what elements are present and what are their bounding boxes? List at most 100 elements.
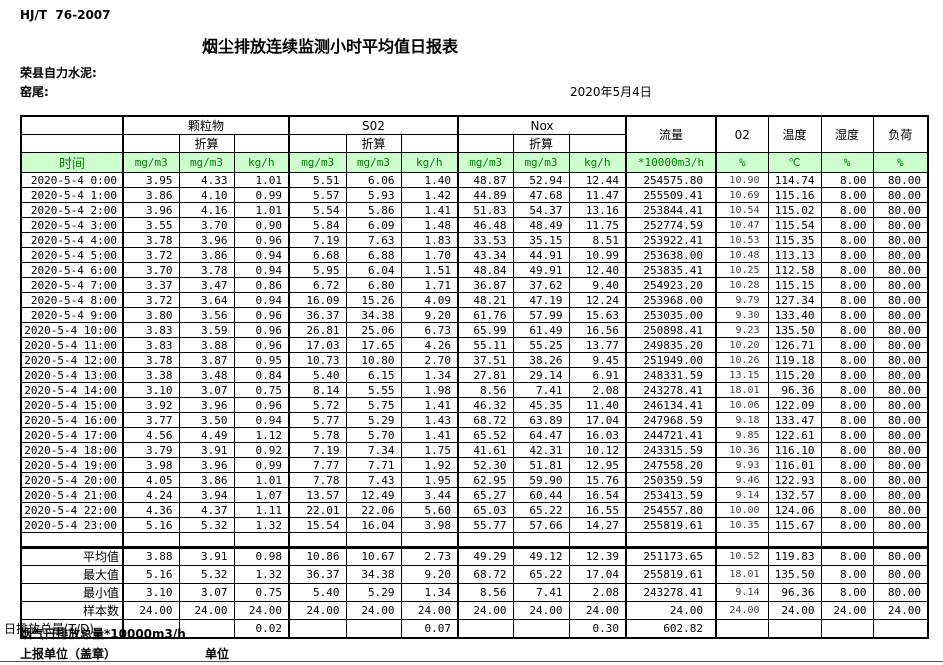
value-cell bbox=[512, 619, 570, 639]
converted-label: 折算 bbox=[512, 134, 570, 153]
value-cell: 15.26 bbox=[345, 292, 402, 308]
value-cell: 24.00 bbox=[122, 601, 180, 620]
table-row: 2020-5-4 13:00 3.38 3.48 0.84 5.40 6.15 1.34 27… bbox=[20, 367, 929, 383]
value-cell: 248331.59 bbox=[625, 367, 718, 383]
value-cell: 16.09 bbox=[288, 292, 347, 308]
value-cell: 12.95 bbox=[568, 457, 628, 473]
value-cell: 12.44 bbox=[568, 172, 628, 188]
value-cell: 8.00 bbox=[820, 172, 874, 188]
value-cell: 5.16 bbox=[122, 517, 180, 533]
value-cell: 48.21 bbox=[457, 292, 514, 308]
value-cell: 3.77 bbox=[122, 412, 180, 428]
group-so2: S02 bbox=[288, 115, 459, 135]
value-cell: 17.03 bbox=[288, 337, 347, 353]
value-cell: 8.00 bbox=[820, 472, 874, 488]
value-cell: 47.68 bbox=[512, 187, 570, 203]
value-cell: 1.01 bbox=[233, 172, 290, 188]
value-cell: 15.54 bbox=[288, 517, 347, 533]
table-row: 2020-5-4 23:00 5.16 5.32 1.32 15.54 16.04 3.98… bbox=[20, 517, 929, 533]
table-row: 2020-5-4 3:00 3.55 3.70 0.90 5.84 6.09 1.48 46.… bbox=[20, 217, 929, 233]
value-cell: 9.40 bbox=[568, 277, 628, 293]
value-cell: 24.00 bbox=[288, 601, 347, 620]
table-row: 2020-5-4 5:00 3.72 3.86 0.94 6.68 6.88 1.70 43.… bbox=[20, 247, 929, 263]
value-cell: 46.48 bbox=[457, 217, 514, 233]
value-cell: 52.30 bbox=[457, 457, 514, 473]
value-cell: 17.04 bbox=[568, 412, 628, 428]
value-cell: 7.78 bbox=[288, 472, 347, 488]
value-cell: 5.70 bbox=[345, 427, 402, 443]
value-cell bbox=[820, 619, 874, 639]
column-temperature: 温度 bbox=[767, 115, 822, 153]
value-cell: 10.00 bbox=[715, 502, 769, 518]
value-cell: 80.00 bbox=[872, 472, 929, 488]
value-cell: 80.00 bbox=[872, 202, 929, 218]
value-cell: 2.08 bbox=[568, 382, 628, 398]
value-cell: 9.93 bbox=[715, 457, 769, 473]
value-cell: 80.00 bbox=[872, 232, 929, 248]
time-cell: 2020-5-4 16:00 bbox=[20, 412, 124, 428]
value-cell: 17.04 bbox=[568, 565, 627, 584]
value-cell: 49.29 bbox=[457, 546, 514, 566]
value-cell: 0.90 bbox=[233, 217, 290, 233]
blank-cell bbox=[288, 134, 347, 153]
value-cell: 8.00 bbox=[820, 517, 874, 533]
value-cell: 68.72 bbox=[457, 565, 514, 584]
report-date: 2020年5月4日 bbox=[570, 85, 652, 99]
value-cell: 5.32 bbox=[178, 565, 235, 584]
time-cell: 2020-5-4 10:00 bbox=[20, 322, 124, 338]
value-cell: 1.11 bbox=[233, 502, 290, 518]
value-cell: 80.00 bbox=[872, 397, 929, 413]
value-cell: 80.00 bbox=[872, 565, 929, 584]
value-cell: 1.32 bbox=[233, 517, 290, 533]
value-cell: 5.55 bbox=[345, 382, 402, 398]
value-cell: 3.72 bbox=[122, 292, 180, 308]
value-cell: 3.91 bbox=[178, 442, 235, 458]
value-cell: 115.20 bbox=[767, 367, 822, 383]
value-cell: 38.26 bbox=[512, 352, 570, 368]
value-cell: 16.04 bbox=[345, 517, 402, 533]
value-cell: 113.13 bbox=[767, 247, 822, 263]
blank-cell bbox=[20, 134, 124, 153]
value-cell: 0.75 bbox=[233, 382, 290, 398]
units-row: 时间 mg/m3 mg/m3 kg/h mg/m3 mg/m3 kg/h mg/m3 mg/m… bbox=[20, 152, 929, 173]
table-row: 2020-5-4 21:00 4.24 3.94 1.07 13.57 12.49 3.44… bbox=[20, 487, 929, 503]
value-cell: 13.15 bbox=[715, 367, 769, 383]
value-cell: 133.47 bbox=[767, 412, 822, 428]
main-data-table: 颗粒物 S02 Nox 流量 02 温度 湿度 负荷 折算 折算 折算 bbox=[20, 115, 930, 549]
table-row: 2020-5-4 12:00 3.78 3.87 0.95 10.73 10.80 2.70… bbox=[20, 352, 929, 368]
table-row: 2020-5-4 19:00 3.98 3.96 0.99 7.77 7.71 1.92 52… bbox=[20, 457, 929, 473]
unit-header: mg/m3 bbox=[288, 152, 347, 173]
column-flow: 流量 bbox=[625, 115, 718, 153]
value-cell: 8.00 bbox=[820, 546, 874, 566]
table-row: 2020-5-4 4:00 3.78 3.96 0.96 7.19 7.63 1.83 33.… bbox=[20, 232, 929, 248]
value-cell: 36.87 bbox=[457, 277, 514, 293]
value-cell: 5.72 bbox=[288, 397, 347, 413]
value-cell: 43.34 bbox=[457, 247, 514, 263]
value-cell: 8.00 bbox=[820, 307, 874, 323]
group-particulate: 颗粒物 bbox=[122, 115, 290, 135]
value-cell: 80.00 bbox=[872, 502, 929, 518]
value-cell: 55.11 bbox=[457, 337, 514, 353]
unit-header: mg/m3 bbox=[512, 152, 570, 173]
value-cell: 80.00 bbox=[872, 277, 929, 293]
value-cell: 6.91 bbox=[568, 367, 628, 383]
value-cell: 42.31 bbox=[512, 442, 570, 458]
value-cell bbox=[715, 619, 769, 639]
value-cell: 80.00 bbox=[872, 217, 929, 233]
value-cell: 115.67 bbox=[767, 517, 822, 533]
value-cell: 3.86 bbox=[178, 247, 235, 263]
value-cell: 3.80 bbox=[122, 307, 180, 323]
value-cell: 35.15 bbox=[512, 232, 570, 248]
value-cell: 5.57 bbox=[288, 187, 347, 203]
value-cell: 6.88 bbox=[345, 247, 402, 263]
time-cell: 2020-5-4 18:00 bbox=[20, 442, 124, 458]
value-cell: 4.24 bbox=[122, 487, 180, 503]
value-cell: 3.91 bbox=[178, 546, 235, 566]
value-cell: 115.15 bbox=[767, 277, 822, 293]
table-row: 2020-5-4 14:00 3.10 3.07 0.75 8.14 5.55 1.98 8.… bbox=[20, 382, 929, 398]
summary-label: 最小值 bbox=[20, 583, 124, 602]
value-cell: 8.56 bbox=[457, 382, 514, 398]
value-cell: 5.51 bbox=[288, 172, 347, 188]
value-cell: 16.54 bbox=[568, 487, 628, 503]
value-cell: 48.49 bbox=[512, 217, 570, 233]
